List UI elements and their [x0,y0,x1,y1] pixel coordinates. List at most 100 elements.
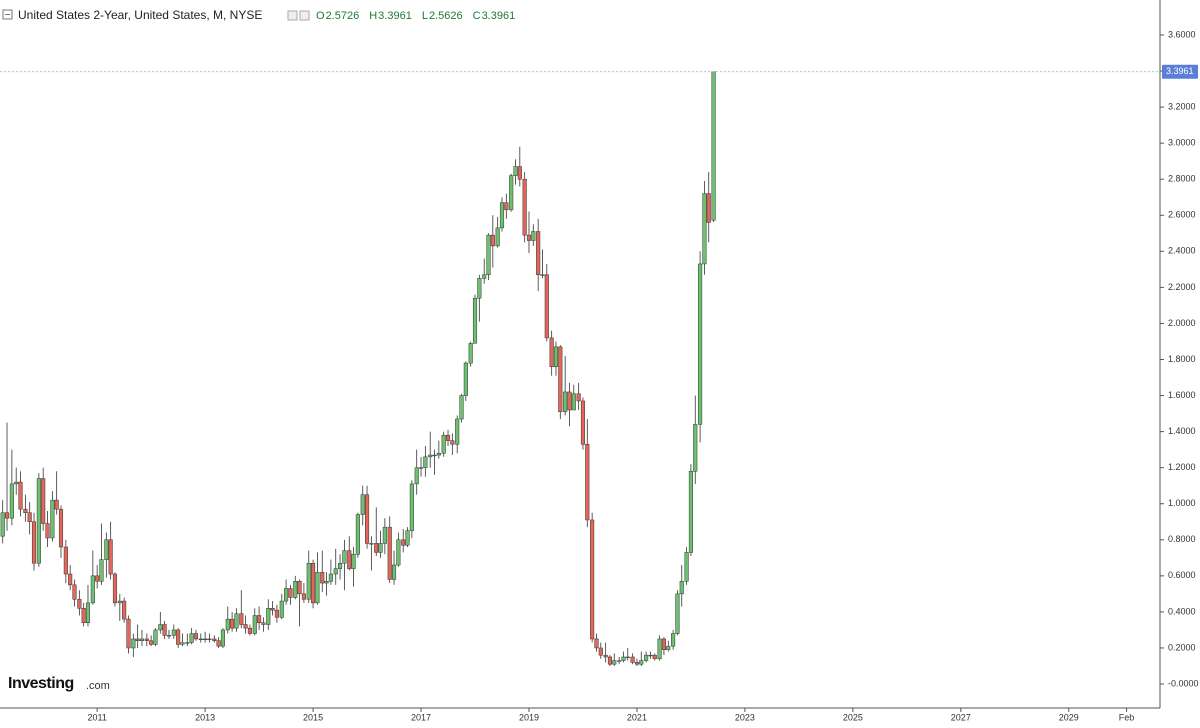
candle-body [450,440,455,445]
x-tick-label: Feb [1119,712,1135,722]
candle-body [652,654,657,660]
y-tick-label: 0.4000 [1168,606,1196,616]
collapse-icon[interactable] [2,9,13,20]
candle-body [112,573,118,604]
candle-body [360,494,365,515]
candle-body [189,633,194,643]
candle-body [526,234,532,241]
candle-body [594,638,599,649]
ohlc-value: 3.3961 [378,10,412,22]
candle-body [688,471,693,553]
candle-body [374,543,379,553]
x-tick-label: 2017 [411,712,431,722]
candle-body [247,627,252,634]
candle-body [135,638,140,642]
candle-body [590,519,595,640]
candle-body [522,178,527,236]
candle-body [108,539,113,575]
candle-body [576,393,581,402]
candle-body [279,600,284,618]
ohlc-label: H [369,10,377,22]
y-tick-label: 2.0000 [1168,318,1196,328]
candle-body [675,593,680,634]
candle-body [391,564,397,580]
candle-body [580,400,586,445]
candle-body [203,638,208,640]
candle-body [428,454,433,458]
y-tick-label: 1.0000 [1168,498,1196,508]
candle-body [261,622,266,625]
candle-body [162,624,167,636]
candle-body [423,456,428,468]
candle-body [176,629,181,645]
x-tick-label: 2023 [735,712,755,722]
last-price-label: 3.3961 [1166,66,1194,76]
ohlc-value: 2.5626 [429,10,463,22]
candle-body [482,274,487,279]
candle-body [607,656,613,665]
candle-body [126,618,131,649]
candle-body [540,274,545,276]
candle-body [58,508,64,548]
settings-icon[interactable] [287,10,298,21]
candle-body [63,546,68,575]
candle-body [225,618,230,631]
x-tick-label: 2015 [303,712,323,722]
candle-body [306,562,311,600]
candle-body [14,481,19,485]
ohlc-readout: O 2.5726 H 3.3961 L 2.5626 C 3.3961 [316,10,515,22]
candle-body [284,588,289,602]
candle-body [301,593,306,600]
candle-body [455,418,460,445]
candle-body [563,391,568,413]
candle-body [644,654,649,661]
y-tick-label: 3.6000 [1168,29,1196,39]
candle-body [706,193,711,223]
candle-body [549,337,554,367]
candle-body [198,638,203,640]
candle-body [90,575,95,604]
y-tick-label: 2.4000 [1168,246,1196,256]
candle-body [207,638,212,640]
candle-body [77,599,82,609]
y-tick-label: 3.0000 [1168,138,1196,148]
candle-body [27,512,32,523]
candle-body [117,600,122,604]
candle-body [320,571,325,584]
x-tick-label: 2027 [951,712,971,722]
visibility-icon[interactable] [299,10,310,21]
y-tick-label: 1.2000 [1168,462,1196,472]
candle-body [347,550,352,569]
candle-body [639,660,644,665]
y-tick-label: 2.2000 [1168,282,1196,292]
candle-body [72,584,77,600]
ohlc-value: 2.5726 [326,10,360,22]
candle-body [513,166,518,176]
candle-body [171,629,176,636]
candle-body [401,539,406,546]
candle-body [23,508,28,513]
candle-body [50,499,55,539]
x-tick-label: 2011 [87,712,106,722]
candle-body [445,434,451,441]
y-tick-label: 1.6000 [1168,390,1196,400]
candle-body [131,638,136,649]
candle-body [418,467,424,469]
candle-body [544,274,549,339]
candle-body [31,521,37,564]
candle-body [405,530,410,546]
candle-body [499,202,505,229]
candle-body [45,523,50,539]
candle-body [567,391,572,411]
candle-body [472,297,478,344]
candle-body [193,633,198,640]
candle-body [338,562,343,569]
candle-body [625,656,630,659]
candle-body [617,660,622,662]
ohlc-label: C [473,10,481,22]
candle-body [490,234,495,247]
candle-body [459,395,464,420]
candle-body [18,481,23,510]
candle-body [216,640,221,647]
candle-body [679,581,684,595]
